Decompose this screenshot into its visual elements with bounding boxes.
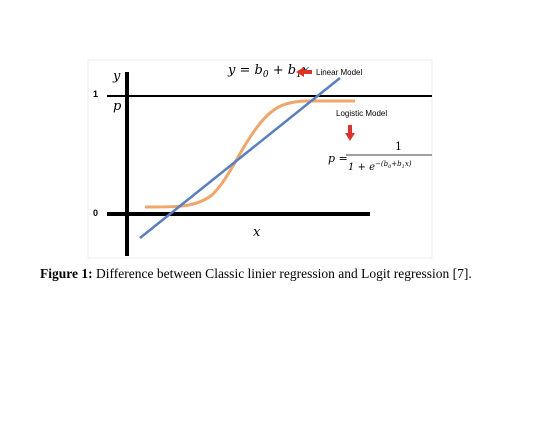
eq-part: 1 [402, 164, 405, 170]
eq-part: x) [405, 160, 412, 168]
label-p: p [113, 99, 122, 114]
eq-part: y = b [227, 63, 263, 78]
logistic-curve [144, 99, 355, 209]
label-x: x [253, 225, 261, 240]
linear-line [139, 77, 341, 239]
eq-part: +b [391, 160, 402, 168]
eq-part: −(b [375, 160, 389, 168]
eq-part: 1 [296, 70, 302, 80]
caption: Figure 1: Difference between Classic lin… [40, 266, 472, 282]
eq-part: 0 [388, 164, 392, 170]
eq-part: + b [269, 63, 296, 78]
arrow-down [345, 125, 355, 141]
eq-part: 0 [263, 70, 269, 80]
caption-label: Figure 1: [40, 266, 93, 281]
eq-part: 1 + e [348, 162, 375, 173]
arrow-left [296, 67, 312, 77]
logistic-numerator: 1 [395, 140, 402, 153]
logistic-lhs: p = [328, 152, 348, 165]
label-y: y [112, 69, 121, 84]
caption-text: Difference between Classic linier regres… [92, 266, 472, 281]
linear-label: Linear Model [316, 68, 362, 77]
label-one: 1 [93, 89, 98, 99]
figure-frame [87, 59, 433, 259]
logistic-label: Logistic Model [336, 109, 387, 118]
logistic-denominator: 1 + e−(b0+b1x) [348, 160, 412, 173]
label-zero: 0 [93, 208, 98, 218]
